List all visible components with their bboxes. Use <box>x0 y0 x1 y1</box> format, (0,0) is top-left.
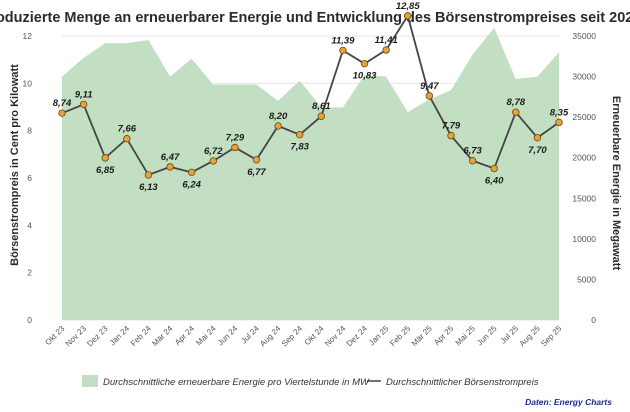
renewable-area <box>62 28 559 320</box>
price-data-label: 6,72 <box>204 146 223 157</box>
price-point <box>534 134 541 141</box>
x-tick-label: Apr 24 <box>173 324 196 347</box>
left-tick-label: 6 <box>27 173 32 183</box>
left-axis-title: Börsenstrompreis in Cent pro Kilowatt <box>9 64 21 266</box>
x-tick-label: Aug 24 <box>258 324 283 349</box>
price-data-label: 9,47 <box>420 81 439 92</box>
x-tick-label: Mär 24 <box>150 324 174 348</box>
left-tick-label: 10 <box>23 78 33 88</box>
x-tick-label: Aug 25 <box>518 324 543 349</box>
price-point <box>404 13 411 20</box>
price-data-label: 8,20 <box>269 111 288 122</box>
x-tick-label: Jun 25 <box>475 324 499 348</box>
x-tick-label: Dez 24 <box>345 324 370 349</box>
price-data-label: 6,13 <box>139 182 158 193</box>
price-point <box>188 169 195 176</box>
x-tick-label: Mai 24 <box>194 324 218 348</box>
price-point <box>426 93 433 100</box>
price-data-label: 10,83 <box>353 71 377 82</box>
price-point <box>145 172 152 179</box>
price-point <box>296 131 303 138</box>
price-point <box>340 47 347 54</box>
price-point <box>167 164 174 171</box>
legend-line-label: Durchschnittlicher Börsenstrompreis <box>386 377 539 388</box>
right-axis-title: Erneuerbare Energie in Megawatt <box>610 96 622 271</box>
price-data-label: 8,78 <box>507 97 526 108</box>
right-tick-label: 20000 <box>572 153 596 163</box>
price-data-label: 8,35 <box>550 107 569 118</box>
right-tick-label: 30000 <box>572 72 596 82</box>
price-data-label: 7,29 <box>226 132 245 143</box>
price-data-label: 11,39 <box>331 35 355 46</box>
x-tick-label: Okt 23 <box>43 324 66 347</box>
price-point <box>491 165 498 172</box>
renewable-area-series <box>62 28 559 320</box>
price-data-label: 6,73 <box>463 146 482 157</box>
price-point <box>512 109 519 116</box>
price-point <box>448 132 455 139</box>
right-tick-label: 0 <box>591 315 596 325</box>
price-data-label: 7,83 <box>290 142 309 153</box>
legend-area-label: Durchschnittliche erneuerbare Energie pr… <box>103 377 370 388</box>
price-data-label: 8,74 <box>53 98 72 109</box>
price-data-label: 9,11 <box>75 89 93 100</box>
source-note: Daten: Energy Charts <box>525 397 612 407</box>
price-point <box>80 101 87 108</box>
price-data-label: 7,70 <box>528 145 547 156</box>
price-point <box>556 119 563 126</box>
price-data-label: 6,40 <box>485 176 504 187</box>
price-data-label: 6,47 <box>161 152 180 163</box>
price-point <box>253 156 260 163</box>
x-tick-label: Feb 25 <box>388 324 412 348</box>
left-axis-ticks: 0 2 4 6 8 10 12 <box>23 31 33 325</box>
price-data-label: 11,41 <box>375 35 398 46</box>
price-data-label: 6,77 <box>247 167 266 178</box>
x-tick-label: Mai 25 <box>454 324 478 348</box>
price-point <box>59 110 66 117</box>
left-tick-label: 2 <box>27 268 32 278</box>
price-data-label: 6,85 <box>96 165 115 176</box>
price-point <box>275 123 282 130</box>
right-tick-label: 10000 <box>572 234 596 244</box>
x-tick-label: Mär 25 <box>410 324 434 348</box>
x-tick-label: Nov 23 <box>64 324 89 349</box>
x-tick-label: Sep 24 <box>280 324 305 349</box>
price-point <box>469 157 476 164</box>
left-tick-label: 12 <box>23 31 33 41</box>
x-tick-label: Jun 24 <box>216 324 240 348</box>
chart-title: Produzierte Menge an erneuerbarer Energi… <box>0 10 630 26</box>
legend-area-swatch <box>82 375 98 387</box>
x-tick-label: Feb 24 <box>129 324 153 348</box>
right-axis-ticks: 0 5000 10000 15000 20000 25000 30000 35000 <box>572 31 596 325</box>
price-point <box>124 135 131 142</box>
x-tick-label: Sep 25 <box>539 324 564 349</box>
price-data-label: 12,85 <box>396 1 420 12</box>
left-tick-label: 8 <box>27 126 32 136</box>
price-point <box>361 60 368 67</box>
x-tick-label: Jan 24 <box>108 324 132 348</box>
x-tick-label: Jan 25 <box>367 324 391 348</box>
x-tick-label: Dez 23 <box>85 324 110 349</box>
price-data-label: 7,66 <box>118 124 137 135</box>
x-axis-ticks: Okt 23Nov 23Dez 23Jan 24Feb 24Mär 24Apr … <box>43 324 563 349</box>
right-tick-label: 25000 <box>572 112 596 122</box>
price-point <box>318 113 325 120</box>
price-point <box>210 158 217 165</box>
legend: Durchschnittliche erneuerbare Energie pr… <box>82 375 539 388</box>
right-tick-label: 5000 <box>577 274 596 284</box>
price-data-label: 6,24 <box>182 179 201 190</box>
right-tick-label: 15000 <box>572 193 596 203</box>
price-data-label: 8,61 <box>312 101 331 112</box>
left-tick-label: 0 <box>27 315 32 325</box>
right-tick-label: 35000 <box>572 31 596 41</box>
price-data-label: 7,79 <box>442 121 461 132</box>
left-tick-label: 4 <box>27 220 32 230</box>
price-point <box>383 47 390 54</box>
x-tick-label: Okt 24 <box>303 324 326 347</box>
price-point <box>232 144 239 151</box>
x-tick-label: Apr 25 <box>432 324 455 347</box>
x-tick-label: Nov 24 <box>323 324 348 349</box>
price-point <box>102 155 109 162</box>
